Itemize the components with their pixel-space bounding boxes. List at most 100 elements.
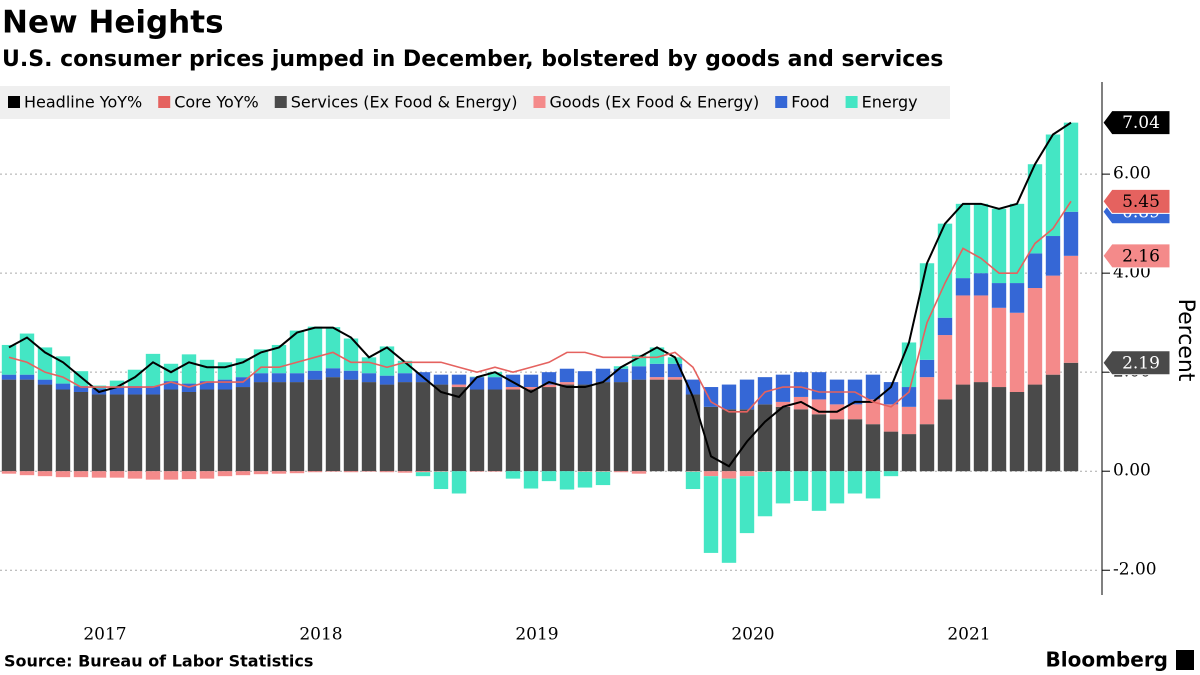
bar	[1045, 374, 1061, 472]
bar	[199, 381, 215, 390]
bar	[73, 471, 89, 478]
bar	[163, 471, 179, 480]
bar	[847, 471, 863, 494]
bar	[415, 382, 431, 472]
bar	[451, 471, 467, 494]
bar	[181, 391, 197, 472]
bar	[991, 283, 1007, 308]
bar	[973, 295, 989, 383]
value-tag	[1102, 350, 1171, 376]
bar	[199, 359, 215, 382]
bar	[145, 394, 161, 472]
bar	[559, 384, 575, 472]
legend-swatch	[158, 96, 171, 108]
bar	[1045, 275, 1061, 375]
bar	[757, 471, 773, 517]
bar	[883, 431, 899, 472]
y-tick-label: -2.00	[1113, 560, 1157, 580]
bar	[613, 382, 629, 472]
bar	[1, 379, 17, 472]
legend-label: Food	[791, 93, 829, 112]
bar	[271, 471, 287, 474]
bar	[649, 363, 665, 378]
bar	[685, 471, 701, 490]
bar	[811, 372, 827, 400]
bar	[289, 373, 305, 383]
value-tag	[1102, 243, 1171, 269]
bar	[1027, 164, 1043, 254]
bar	[91, 394, 107, 472]
bar	[487, 389, 503, 472]
bar	[865, 399, 881, 425]
bar	[433, 471, 449, 490]
bar	[55, 383, 71, 390]
bar	[649, 377, 665, 380]
bar	[37, 471, 53, 477]
bar	[505, 387, 521, 390]
bar	[937, 399, 953, 472]
bar	[667, 357, 683, 364]
legend-swatch	[274, 96, 287, 108]
bar	[559, 382, 575, 385]
bar	[1045, 236, 1061, 276]
bar	[667, 379, 683, 472]
bar	[307, 326, 323, 371]
bar	[73, 386, 89, 392]
bar	[451, 384, 467, 388]
bar	[739, 476, 755, 534]
bar	[523, 374, 539, 388]
brand: Bloomberg	[1046, 648, 1168, 672]
bar	[595, 382, 611, 472]
bar	[775, 401, 791, 407]
bar	[1009, 312, 1025, 392]
bar	[217, 471, 233, 477]
bar	[19, 471, 35, 476]
bar	[199, 471, 215, 479]
bar	[613, 368, 629, 383]
bar	[415, 472, 431, 477]
bar	[217, 389, 233, 472]
bar	[991, 307, 1007, 388]
bar	[451, 374, 467, 385]
bar	[523, 471, 539, 489]
bar	[307, 379, 323, 472]
bar	[919, 359, 935, 378]
bar	[91, 471, 107, 478]
bar	[775, 406, 791, 472]
legend-label: Headline YoY%	[24, 93, 142, 112]
value-tag	[1102, 188, 1171, 214]
bar	[253, 373, 269, 383]
bar	[343, 379, 359, 472]
bar	[1009, 203, 1025, 284]
x-tick-label: 2017	[83, 625, 126, 645]
bar	[739, 379, 755, 410]
legend-label: Goods (Ex Food & Energy)	[549, 93, 759, 112]
bar	[649, 347, 665, 364]
x-tick-label: 2019	[515, 625, 558, 645]
bar	[577, 371, 593, 385]
value-tag	[1102, 110, 1171, 136]
bar	[541, 471, 557, 482]
bar	[991, 208, 1007, 284]
bar	[55, 471, 71, 478]
bar	[181, 471, 197, 480]
bar	[631, 366, 647, 380]
value-tag-label: 2.16	[1122, 246, 1160, 266]
bar	[703, 406, 719, 472]
bar	[361, 373, 377, 383]
bar	[667, 377, 683, 380]
bar	[109, 394, 125, 472]
bar	[235, 387, 251, 472]
bar	[595, 471, 611, 486]
bar	[397, 471, 413, 473]
bar	[307, 471, 323, 473]
bar	[829, 471, 845, 504]
bar	[865, 424, 881, 472]
bar	[1009, 283, 1025, 313]
bar	[883, 382, 899, 405]
bar	[1063, 255, 1079, 363]
bar	[55, 389, 71, 472]
bar	[847, 404, 863, 420]
bar	[1045, 134, 1061, 237]
bar	[613, 471, 629, 473]
